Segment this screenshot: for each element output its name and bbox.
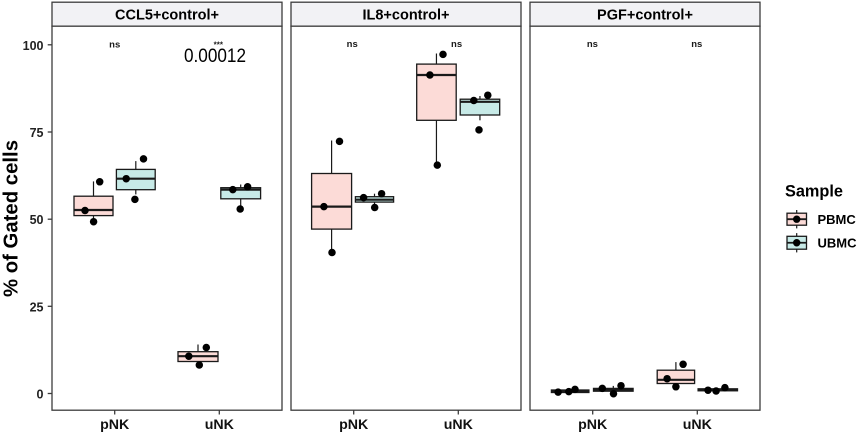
svg-text:uNK: uNK [683, 417, 713, 433]
svg-text:pNK: pNK [339, 417, 369, 433]
svg-text:PBMC: PBMC [818, 212, 857, 227]
svg-text:ns: ns [691, 39, 702, 50]
svg-text:25: 25 [30, 300, 44, 314]
svg-text:100: 100 [23, 39, 44, 53]
svg-text:CCL5+control+: CCL5+control+ [115, 8, 219, 24]
svg-text:***: *** [214, 41, 224, 50]
svg-text:ns: ns [109, 40, 120, 51]
svg-text:% of Gated cells: % of Gated cells [1, 140, 23, 297]
svg-text:75: 75 [30, 126, 44, 140]
svg-text:ns: ns [587, 39, 598, 50]
svg-text:0: 0 [37, 388, 44, 402]
svg-text:pNK: pNK [578, 417, 608, 433]
svg-text:uNK: uNK [205, 417, 235, 433]
svg-text:UBMC: UBMC [818, 235, 858, 250]
svg-text:50: 50 [30, 213, 44, 227]
svg-text:ns: ns [347, 39, 358, 50]
svg-text:pNK: pNK [100, 417, 130, 433]
svg-text:Sample: Sample [785, 182, 843, 200]
svg-text:0.00012: 0.00012 [184, 45, 246, 67]
svg-text:uNK: uNK [444, 417, 474, 433]
svg-text:IL8+control+: IL8+control+ [362, 8, 449, 24]
svg-text:PGF+control+: PGF+control+ [597, 8, 693, 24]
svg-text:ns: ns [451, 39, 462, 50]
